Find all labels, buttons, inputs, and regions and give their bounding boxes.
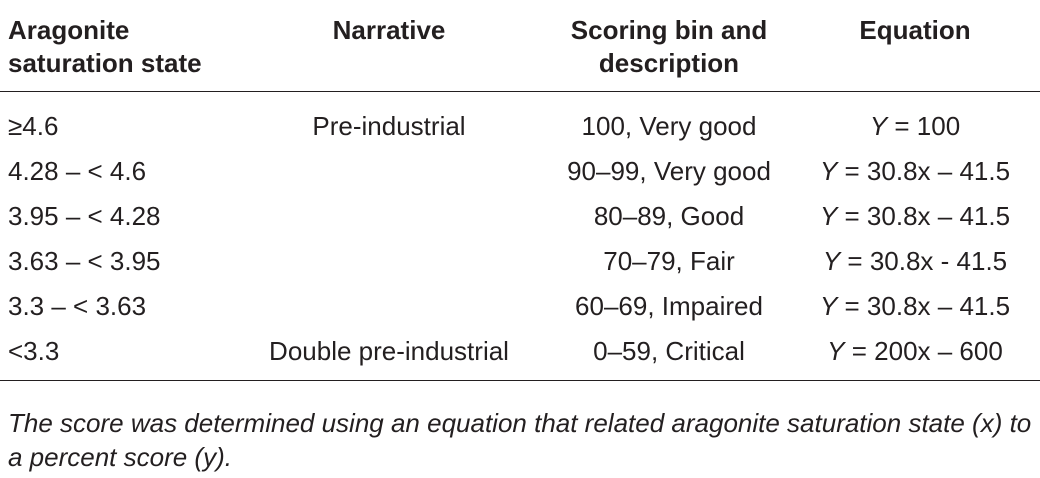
equation-cell: Y = 30.8x – 41.5 [819,291,1011,321]
narrative-cell: Double pre-industrial [230,329,548,381]
saturation-cell: 3.3 – < 3.63 [8,291,147,321]
table-row: 3.63 – < 3.95 70–79, Fair Y = 30.8x - 41… [0,239,1040,284]
saturation-cell: 3.95 – < 4.28 [8,201,161,231]
saturation-cell: 3.63 – < 3.95 [8,246,161,276]
scoring-bin-cell: 100, Very good [581,111,757,141]
header-saturation: Aragonite saturation state [0,14,230,92]
narrative-cell [230,239,548,284]
scoring-bin-cell: 70–79, Fair [603,246,735,276]
table-row: 4.28 – < 4.6 90–99, Very good Y = 30.8x … [0,149,1040,194]
narrative-cell: Pre-industrial [312,111,466,141]
equation-cell: Y = 30.8x – 41.5 [819,201,1011,231]
table-row: <3.3 Double pre-industrial 0–59, Critica… [0,329,1040,381]
header-scoring-bin: Scoring bin and description [548,14,790,92]
header-equation: Equation [790,14,1040,92]
table-row: 3.3 – < 3.63 60–69, Impaired Y = 30.8x –… [0,284,1040,329]
scoring-bin-cell: 60–69, Impaired [575,291,763,321]
saturation-cell: <3.3 [0,329,230,381]
equation-cell: Y = 30.8x – 41.5 [819,156,1011,186]
table-footnote: The score was determined using an equati… [8,408,1032,472]
narrative-cell [230,194,548,239]
equation-cell: Y = 30.8x - 41.5 [822,246,1008,276]
saturation-cell: 4.28 – < 4.6 [8,156,147,186]
equation-cell: Y = 200x – 600 [790,329,1040,381]
scoring-bin-cell: 90–99, Very good [567,156,771,186]
narrative-cell [230,149,548,194]
table-header: Aragonite saturation state Narrative Scor… [0,14,1040,92]
header-row: Aragonite saturation state Narrative Scor… [0,14,1040,92]
table-row: ≥4.6 Pre-industrial 100, Very good Y = 1… [0,92,1040,150]
scoring-bin-cell: 80–89, Good [593,201,745,231]
saturation-cell: ≥4.6 [8,111,59,141]
scoring-bin-cell: 0–59, Critical [548,329,790,381]
header-narrative: Narrative [230,14,548,92]
table-row: 3.95 – < 4.28 80–89, Good Y = 30.8x – 41… [0,194,1040,239]
equation-cell: Y = 100 [869,111,961,141]
table-body: ≥4.6 Pre-industrial 100, Very good Y = 1… [0,92,1040,381]
narrative-cell [230,284,548,329]
scoring-table: Aragonite saturation state Narrative Scor… [0,14,1040,381]
